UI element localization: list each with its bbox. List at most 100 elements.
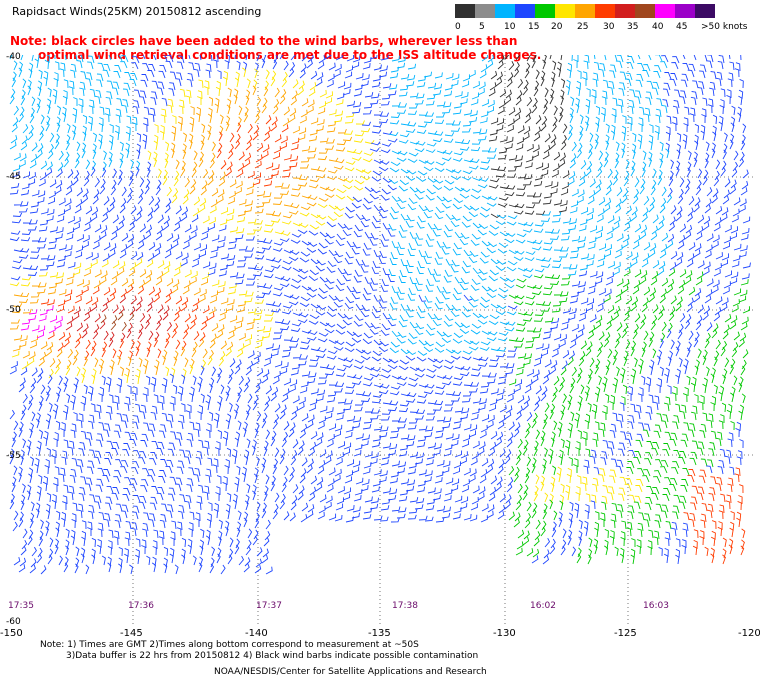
wind-barb xyxy=(433,223,442,231)
wind-barb xyxy=(444,179,455,185)
wind-barb xyxy=(263,491,268,502)
wind-barb xyxy=(117,377,123,388)
wind-barb xyxy=(238,333,246,341)
wind-barb xyxy=(695,277,703,286)
wind-barb xyxy=(523,174,533,180)
wind-barb xyxy=(298,268,309,274)
wind-barb xyxy=(72,355,78,366)
wind-barb xyxy=(588,190,596,199)
wind-barb xyxy=(380,416,390,421)
wind-barb xyxy=(441,466,450,474)
wind-barb xyxy=(396,337,406,344)
wind-barb xyxy=(209,158,215,169)
wind-barb xyxy=(531,418,537,429)
wind-barb xyxy=(661,277,669,287)
wind-barb xyxy=(153,203,160,213)
wind-barb xyxy=(124,373,129,384)
wind-barb xyxy=(161,108,167,118)
wind-barb xyxy=(637,468,645,476)
wind-barb xyxy=(682,522,689,532)
wind-barb xyxy=(19,466,23,477)
wind-barb xyxy=(105,451,113,460)
wind-barb xyxy=(45,347,53,357)
wind-barb xyxy=(624,216,632,226)
wind-barb xyxy=(533,446,538,457)
wind-barb xyxy=(136,296,143,306)
wind-barb xyxy=(81,547,86,558)
wind-barb xyxy=(373,469,382,476)
wind-barb xyxy=(469,110,478,117)
wind-barb xyxy=(346,240,355,248)
wind-barb xyxy=(200,233,208,241)
wind-barb xyxy=(387,319,397,327)
wind-barb xyxy=(607,447,614,456)
wind-barb xyxy=(62,112,67,123)
wind-barb xyxy=(418,469,427,476)
wind-barb xyxy=(514,295,525,300)
wind-barb xyxy=(80,476,87,485)
wind-barb xyxy=(246,135,253,145)
wind-barb xyxy=(19,248,30,253)
wind-barb xyxy=(728,403,733,414)
wind-barb xyxy=(60,467,66,477)
wind-barb xyxy=(191,347,197,358)
wind-barb xyxy=(80,553,85,564)
wind-barb xyxy=(505,494,512,504)
wind-barb xyxy=(615,366,620,377)
wind-barb xyxy=(164,158,169,169)
wind-barb xyxy=(265,162,274,170)
wind-barb xyxy=(621,520,627,530)
wind-barb xyxy=(371,311,380,319)
wind-barb xyxy=(441,381,452,386)
wind-barb xyxy=(177,460,185,469)
wind-barb xyxy=(480,206,491,212)
wind-barb xyxy=(471,92,480,100)
wind-barb xyxy=(30,153,38,163)
wind-barb xyxy=(372,305,381,313)
wind-barb xyxy=(147,341,152,352)
wind-barb xyxy=(454,91,463,98)
wind-barb xyxy=(480,159,491,164)
wind-barb xyxy=(189,522,194,531)
wind-barb xyxy=(729,277,738,285)
wind-barb xyxy=(454,139,465,144)
wind-barb xyxy=(459,193,470,199)
wind-barb xyxy=(389,433,399,439)
wind-barb xyxy=(226,341,234,351)
wind-barb xyxy=(344,302,354,310)
wind-barb xyxy=(344,212,354,219)
wind-barb xyxy=(498,372,508,379)
wind-barb xyxy=(381,188,391,195)
wind-barb xyxy=(191,214,199,223)
wind-barb xyxy=(371,81,381,88)
wind-barb xyxy=(396,467,405,474)
wind-barb xyxy=(328,513,337,521)
wind-barb xyxy=(589,357,595,368)
wind-barb xyxy=(400,434,410,440)
wind-barb xyxy=(499,321,510,326)
wind-barb xyxy=(254,518,260,529)
wind-barb xyxy=(299,212,310,217)
wind-barb xyxy=(700,394,705,405)
wind-barb xyxy=(208,217,216,225)
wind-barb xyxy=(726,409,731,420)
wind-barb xyxy=(326,311,337,318)
wind-barb xyxy=(9,324,19,330)
wind-barb xyxy=(656,384,661,394)
wind-barb xyxy=(478,177,489,182)
wind-barb xyxy=(542,464,546,475)
wind-barb xyxy=(146,555,151,566)
wind-barb xyxy=(552,343,560,352)
wind-barb xyxy=(670,339,675,350)
wind-barb xyxy=(20,189,30,196)
wind-barb xyxy=(552,211,562,217)
wind-barb xyxy=(461,485,469,493)
wind-barb xyxy=(399,444,409,451)
wind-barb xyxy=(236,169,244,178)
wind-barb xyxy=(119,158,124,169)
wind-barb xyxy=(270,392,277,402)
wind-barb xyxy=(124,402,130,412)
wind-barb xyxy=(131,62,139,70)
wind-barb xyxy=(365,408,374,413)
wind-barb xyxy=(308,184,319,189)
